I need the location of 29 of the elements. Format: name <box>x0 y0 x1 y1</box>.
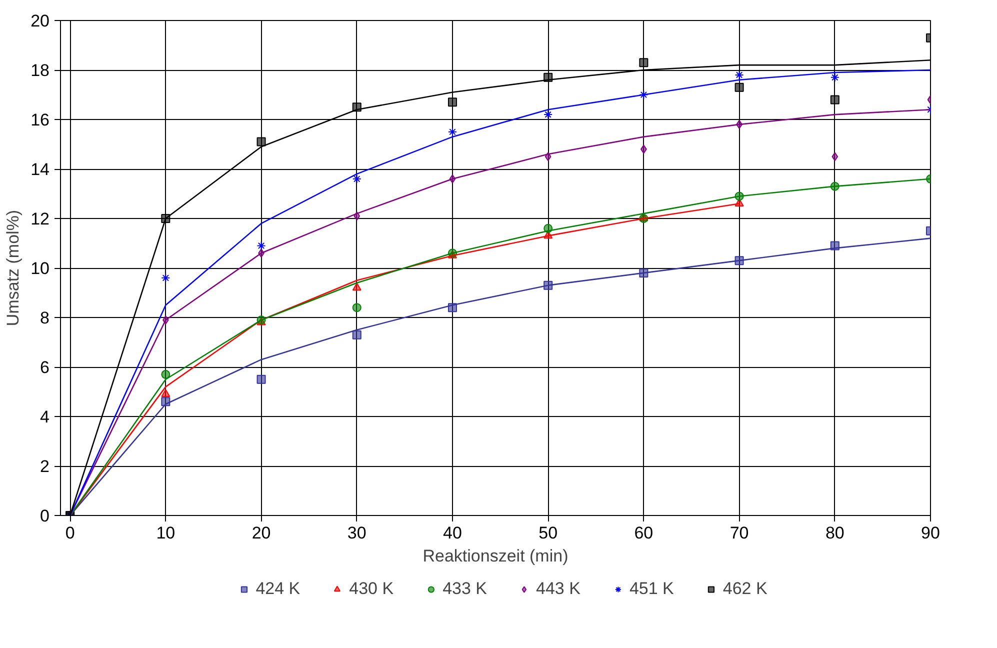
y-tick-label: 18 <box>30 61 50 80</box>
x-axis-title: Reaktionszeit (min) <box>422 546 568 566</box>
x-tick-label: 10 <box>156 524 176 542</box>
y-tick-label: 12 <box>30 210 50 228</box>
y-tick-label: 8 <box>40 308 50 328</box>
y-tick-label: 6 <box>40 358 50 377</box>
x-tick-label: 30 <box>347 524 366 542</box>
x-tick-label: 90 <box>921 524 940 542</box>
y-tick-label: 10 <box>30 259 50 278</box>
x-tick-label: 50 <box>538 524 558 542</box>
y-tick-label: 16 <box>30 110 50 130</box>
y-tick-label: 2 <box>40 457 50 476</box>
x-tick-label: 60 <box>634 524 654 542</box>
legend-label: 433 K <box>442 579 487 599</box>
legend-label: 424 K <box>256 579 300 599</box>
y-tick-label: 4 <box>40 408 50 426</box>
legend-label: 443 K <box>536 579 580 599</box>
legend-label: 451 K <box>629 579 674 599</box>
x-tick-label: 20 <box>252 524 271 542</box>
x-tick-label: 40 <box>443 524 462 542</box>
legend-label: 462 K <box>722 579 768 599</box>
x-tick-label: 80 <box>825 524 844 542</box>
x-tick-label: 70 <box>730 524 749 542</box>
legend-label: 430 K <box>349 579 394 599</box>
y-axis-title: Umsatz (mol%) <box>4 210 23 326</box>
y-tick-label: 14 <box>30 160 50 179</box>
x-tick-label: 0 <box>65 524 75 542</box>
y-tick-label: 20 <box>30 12 50 30</box>
y-tick-label: 0 <box>40 506 50 526</box>
